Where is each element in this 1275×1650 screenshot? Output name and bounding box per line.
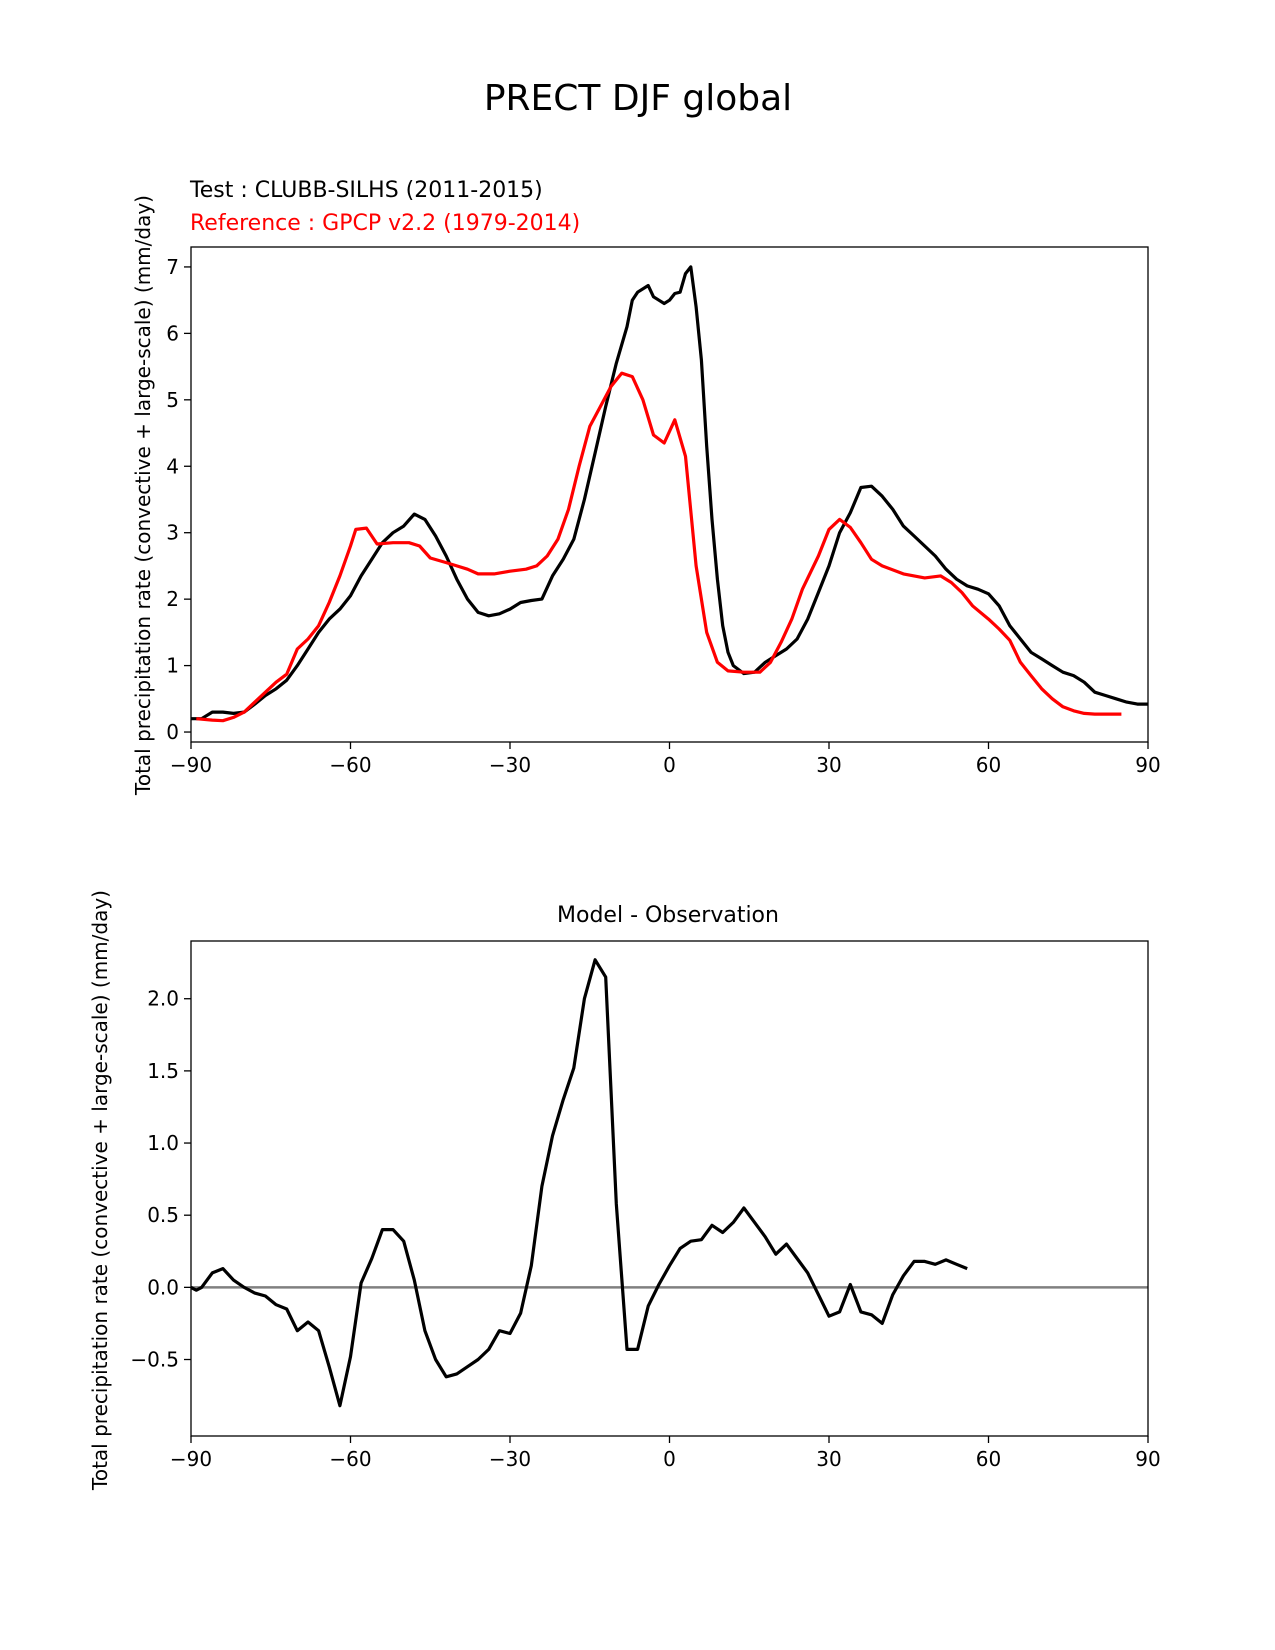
bottom-y-tick-label: 2.0	[147, 987, 179, 1011]
panel-top: Test : CLUBB-SILHS (2011-2015) Reference…	[131, 178, 1161, 796]
top-y-tick-label: 5	[166, 388, 179, 412]
top-y-tick-label: 0	[166, 720, 179, 744]
top-y-tick-label: 2	[166, 587, 179, 611]
bottom-x-tick-label: 30	[816, 1447, 841, 1471]
figure-title: PRECT DJF global	[484, 78, 792, 119]
bottom-x-tick-label: −30	[489, 1447, 531, 1471]
bottom-series-0-line	[190, 958, 968, 1408]
top-x-tick-label: −30	[489, 753, 531, 777]
reference-label: Reference : GPCP v2.2 (1979-2014)	[190, 211, 580, 236]
test-label: Test : CLUBB-SILHS (2011-2015)	[189, 178, 543, 203]
top-x-tick-label: −90	[170, 753, 212, 777]
bottom-y-tick-label: 0.0	[147, 1275, 179, 1299]
bottom-panel-title: Model - Observation	[557, 903, 779, 928]
bottom-axes-frame	[190, 940, 1149, 1437]
panel-bottom: Model - Observation Total precipitation …	[88, 890, 1161, 1491]
bottom-x-tick-label: 90	[1135, 1447, 1160, 1471]
bottom-x-tick-label: −60	[329, 1447, 371, 1471]
top-x-tick-label: 90	[1135, 753, 1160, 777]
bottom-y-axis-label: Total precipitation rate (convective + l…	[88, 890, 112, 1491]
top-series-0-line	[191, 265, 1148, 721]
top-y-tick-label: 6	[166, 321, 179, 345]
top-y-tick-label: 4	[166, 454, 179, 478]
top-axes-frame	[190, 246, 1149, 743]
top-y-axis-label: Total precipitation rate (convective + l…	[131, 195, 155, 796]
top-x-tick-label: 60	[976, 753, 1001, 777]
bottom-y-tick-label: −0.5	[130, 1348, 179, 1372]
bottom-y-tick-label: 1.5	[147, 1059, 179, 1083]
top-x-tick-label: 0	[663, 753, 676, 777]
bottom-y-tick-label: 1.0	[147, 1131, 179, 1155]
bottom-x-tick-label: 60	[976, 1447, 1001, 1471]
top-series-1-line	[196, 371, 1122, 723]
top-y-tick-label: 1	[166, 654, 179, 678]
bottom-y-tick-label: 0.5	[147, 1203, 179, 1227]
bottom-x-tick-label: −90	[170, 1447, 212, 1471]
top-y-tick-label: 7	[166, 255, 179, 279]
top-plot-area: −90 −60 −30 0 30 60 90 0 1 2 3 4 5 6 7	[166, 246, 1161, 777]
bottom-x-tick-label: 0	[663, 1447, 676, 1471]
bottom-plot-area: −90 −60 −30 0 30 60 90 −0.5 0.0 0.5 1.0 1.5 2.0	[130, 940, 1161, 1471]
top-x-tick-label: 30	[816, 753, 841, 777]
top-y-tick-label: 3	[166, 521, 179, 545]
top-x-tick-label: −60	[329, 753, 371, 777]
